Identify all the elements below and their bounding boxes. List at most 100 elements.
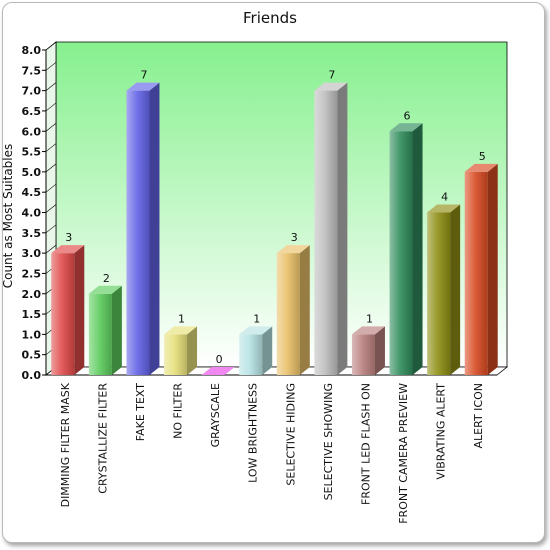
bar-vibrating-alert bbox=[427, 204, 461, 375]
y-tick-diagonal bbox=[45, 82, 57, 91]
y-tick-label: 6.5 bbox=[22, 105, 42, 118]
y-tick-label: 7.5 bbox=[22, 64, 42, 77]
bar-top bbox=[51, 245, 85, 254]
bar-value-label: 1 bbox=[366, 312, 373, 325]
y-tick-diagonal bbox=[45, 224, 57, 234]
y-tick-diagonal bbox=[45, 244, 57, 254]
bar-value-label: 7 bbox=[140, 69, 147, 82]
bar-front bbox=[164, 334, 188, 375]
bar-grayscale bbox=[201, 367, 235, 375]
bar-top bbox=[239, 326, 273, 335]
x-tick-label: FAKE TEXT bbox=[134, 383, 147, 442]
bar-dimming-filter-mask bbox=[51, 245, 85, 375]
y-tick-label: 2.0 bbox=[22, 288, 42, 301]
x-tick-label: FRONT LED FLASH ON bbox=[359, 383, 372, 505]
bar-front bbox=[314, 90, 338, 375]
bar-value-label: 2 bbox=[103, 272, 110, 285]
y-tick-label: 4.5 bbox=[22, 186, 42, 199]
bar-front bbox=[126, 90, 150, 375]
x-tick-label: SELECTIVE HIDING bbox=[284, 383, 297, 486]
bar-value-label: 1 bbox=[178, 312, 185, 325]
y-tick-label: 1.0 bbox=[22, 328, 42, 341]
y-tick-diagonal bbox=[45, 163, 57, 173]
x-tick-label: DIMMING FILTER MASK bbox=[59, 382, 72, 507]
bar-top bbox=[464, 163, 498, 172]
y-tick-label: 3.0 bbox=[22, 247, 42, 260]
bar-side bbox=[487, 163, 498, 375]
y-tick-label: 3.5 bbox=[22, 227, 42, 240]
bar-value-label: 0 bbox=[216, 353, 223, 366]
bar-side bbox=[187, 326, 198, 375]
y-tick-label: 1.5 bbox=[22, 308, 42, 321]
bar-value-label: 3 bbox=[291, 231, 298, 244]
bar-value-label: 3 bbox=[65, 231, 72, 244]
y-tick-label: 6.0 bbox=[22, 125, 42, 138]
bar-value-label: 6 bbox=[404, 109, 411, 122]
y-tick-diagonal bbox=[45, 204, 57, 213]
y-tick-diagonal bbox=[45, 102, 57, 112]
bar-top bbox=[389, 123, 423, 132]
bar-side bbox=[74, 245, 85, 375]
x-tick-label: LOW BRIGHTNESS bbox=[247, 383, 260, 483]
bar-front bbox=[239, 334, 263, 375]
bar-top bbox=[126, 82, 160, 91]
bar-front bbox=[276, 253, 300, 375]
y-tick-diagonal bbox=[45, 143, 57, 152]
y-tick-label: 5.5 bbox=[22, 146, 42, 159]
bar-value-label: 5 bbox=[479, 150, 486, 163]
y-axis-label: Count as Most Suitables bbox=[1, 144, 15, 289]
bar-side bbox=[412, 123, 423, 375]
bar-no-filter bbox=[164, 326, 198, 375]
y-tick-label: 7.0 bbox=[22, 85, 42, 98]
bar-top bbox=[88, 285, 122, 294]
bar-crystallize-filter bbox=[88, 285, 122, 375]
bar-side bbox=[299, 245, 310, 375]
bar-fake-text bbox=[126, 82, 160, 375]
bar-value-label: 1 bbox=[253, 312, 260, 325]
y-tick-label: 2.5 bbox=[22, 267, 42, 280]
bar-side bbox=[149, 82, 160, 375]
bar-side bbox=[111, 285, 122, 375]
bar-front bbox=[88, 293, 112, 375]
bar-top bbox=[201, 367, 235, 375]
y-tick-label: 8.0 bbox=[22, 44, 42, 57]
y-tick-label: 4.0 bbox=[22, 207, 42, 220]
bar-selective-hiding bbox=[276, 245, 310, 375]
bar-top bbox=[164, 326, 198, 335]
y-tick-label: 5.0 bbox=[22, 166, 42, 179]
bar-front-led-flash-on bbox=[351, 326, 385, 375]
bar-side bbox=[374, 326, 385, 375]
bar-top bbox=[351, 326, 385, 335]
bar-alert-icon bbox=[464, 163, 498, 375]
x-tick-label: GRAYSCALE bbox=[209, 383, 222, 447]
bar-front bbox=[389, 131, 413, 375]
bar-low-brightness bbox=[239, 326, 273, 375]
chart-title: Friends bbox=[243, 9, 297, 27]
y-tick-diagonal bbox=[45, 183, 57, 193]
bar-front bbox=[464, 171, 488, 375]
x-tick-label: VIBRATING ALERT bbox=[435, 383, 448, 480]
x-tick-label: NO FILTER bbox=[172, 383, 185, 439]
bar-side bbox=[262, 326, 273, 375]
bar-front bbox=[51, 253, 75, 375]
plot-area: 0.0 0.5 1.0 1.5 2.0 2.5 3.0 3.5 4.0 4.5 5.0 5.5 6.0 6… bbox=[22, 41, 509, 524]
x-tick-label: CRYSTALLIZE FILTER bbox=[96, 383, 109, 494]
bar-side bbox=[450, 204, 461, 375]
bar-top bbox=[427, 204, 461, 213]
bar-front bbox=[427, 212, 451, 375]
bar-front-camera-preview bbox=[389, 123, 423, 375]
bar-value-label: 7 bbox=[328, 69, 335, 82]
x-tick-label: FRONT CAMERA PREVIEW bbox=[397, 383, 410, 524]
bar-top bbox=[276, 245, 310, 254]
y-tick-label: 0.0 bbox=[22, 369, 42, 382]
y-tick-label: 0.5 bbox=[22, 349, 42, 362]
bar-side bbox=[337, 82, 348, 375]
y-tick-diagonal bbox=[45, 62, 57, 71]
y-tick-diagonal bbox=[45, 123, 57, 132]
x-tick-label: ALERT ICON bbox=[472, 383, 485, 448]
y-tick-diagonal bbox=[45, 41, 57, 51]
bar-top bbox=[314, 82, 348, 91]
bar-selective-showing bbox=[314, 82, 348, 375]
x-tick-label: SELECTIVE SHOWING bbox=[322, 383, 335, 500]
